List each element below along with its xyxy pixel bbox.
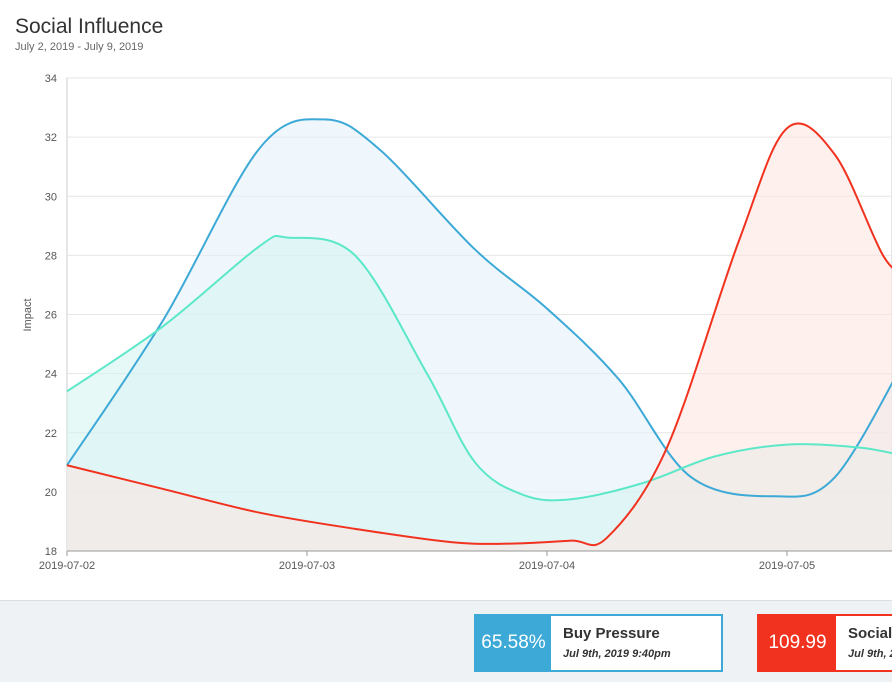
date-range: July 2, 2019 - July 9, 2019 (15, 41, 144, 53)
series-2-area (67, 123, 892, 551)
axes: 18 20 22 24 26 28 30 32 34 2019-07-02 2019-07-03 20… (39, 73, 892, 572)
buy-pressure-label: Buy Pressure (563, 625, 660, 642)
y-tick-label: 20 (45, 487, 57, 499)
x-tick-label: 2019-07-02 (39, 560, 95, 572)
series-2-line (66, 122, 892, 547)
series-lines (66, 118, 892, 547)
social-influence-card[interactable]: 109.99 Social I Jul 9th, 2 (757, 614, 892, 672)
footer-panel: 65.58% Buy Pressure Jul 9th, 2019 9:40pm… (0, 600, 892, 682)
buy-pressure-timestamp: Jul 9th, 2019 9:40pm (563, 648, 671, 660)
y-tick-label: 28 (45, 250, 57, 262)
x-tick-label: 2019-07-03 (279, 560, 335, 572)
y-tick-label: 24 (45, 369, 57, 381)
y-tick-label: 34 (45, 73, 57, 85)
series-0-line (66, 118, 892, 498)
impact-chart: 18 20 22 24 26 28 30 32 34 2019-07-02 2019-07-03 20… (22, 73, 892, 572)
social-influence-timestamp: Jul 9th, 2 (848, 648, 892, 660)
series-1-line (66, 234, 892, 502)
buy-pressure-card[interactable]: 65.58% Buy Pressure Jul 9th, 2019 9:40pm (474, 614, 723, 672)
y-tick-label: 30 (45, 191, 57, 203)
buy-pressure-value: 65.58% (476, 616, 551, 670)
y-tick-label: 22 (45, 428, 57, 440)
y-tick-label: 26 (45, 310, 57, 322)
x-tick-label: 2019-07-05 (759, 560, 815, 572)
y-tick-label: 32 (45, 132, 57, 144)
y-axis-label: Impact (22, 298, 34, 331)
x-tick-label: 2019-07-04 (519, 560, 575, 572)
y-tick-label: 18 (45, 546, 57, 558)
chart-title: Social Influence (15, 15, 164, 38)
social-influence-value: 109.99 (759, 616, 836, 670)
social-influence-label: Social I (848, 625, 892, 642)
